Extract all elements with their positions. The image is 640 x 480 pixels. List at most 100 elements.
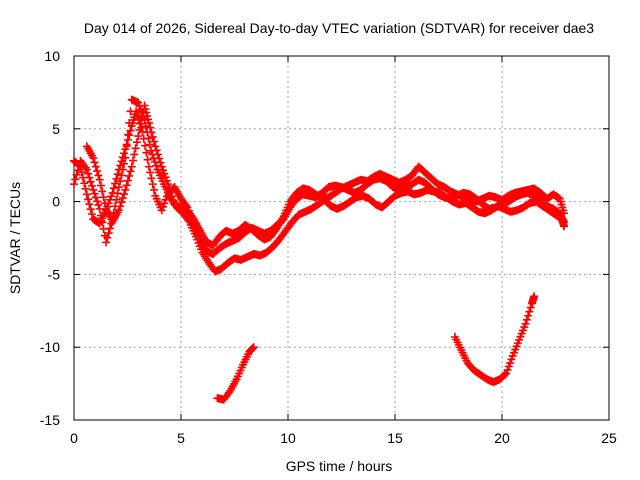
data-point <box>121 153 130 162</box>
y-tick-label: -10 <box>40 339 60 355</box>
data-point <box>114 206 123 215</box>
data-point <box>123 176 132 185</box>
data-point <box>168 192 177 201</box>
data-point <box>169 196 178 205</box>
data-point <box>148 132 157 141</box>
data-point <box>134 98 143 107</box>
data-point <box>144 134 153 143</box>
data-point <box>152 146 161 155</box>
data-point <box>520 323 529 332</box>
data-point <box>142 148 151 157</box>
data-point <box>521 319 530 328</box>
data-point <box>102 238 111 247</box>
data-point <box>96 211 105 220</box>
data-point <box>103 233 112 242</box>
data-point <box>93 167 102 176</box>
series-track-3 <box>82 101 569 250</box>
data-point <box>85 173 94 182</box>
data-point <box>146 168 155 177</box>
data-point <box>122 142 131 151</box>
data-point <box>516 332 525 341</box>
data-point <box>526 303 535 312</box>
x-tick-label: 0 <box>70 430 78 446</box>
data-point <box>98 187 107 196</box>
series-track-1 <box>70 107 569 259</box>
data-point <box>145 140 154 149</box>
data-point <box>95 175 104 184</box>
data-point <box>160 169 169 178</box>
data-point <box>94 201 103 210</box>
data-point <box>87 181 96 190</box>
data-point <box>503 365 512 374</box>
chart-title: Day 014 of 2026, Sidereal Day-to-day VTE… <box>84 20 594 36</box>
data-point <box>165 184 174 193</box>
data-point <box>126 107 135 116</box>
data-point <box>507 355 516 364</box>
data-point <box>157 162 166 171</box>
data-point <box>197 245 206 254</box>
data-point <box>144 162 153 171</box>
data-point <box>94 171 103 180</box>
data-point <box>114 183 123 192</box>
data-point <box>138 113 147 122</box>
data-point <box>125 118 134 127</box>
data-point <box>112 195 121 204</box>
data-point <box>107 192 116 201</box>
data-point <box>99 224 108 233</box>
data-point <box>82 190 91 199</box>
data-point <box>159 202 168 211</box>
data-point <box>100 199 109 208</box>
x-tick-label: 25 <box>601 430 617 446</box>
y-tick-label: 5 <box>52 121 60 137</box>
data-point <box>105 195 114 204</box>
data-point <box>117 171 126 180</box>
data-point <box>105 224 114 233</box>
data-point <box>162 176 171 185</box>
data-point <box>156 158 165 167</box>
data-point <box>152 161 161 170</box>
data-point <box>118 165 127 174</box>
x-tick-label: 5 <box>177 430 185 446</box>
data-point <box>143 155 152 164</box>
data-point <box>70 180 78 189</box>
data-point <box>84 169 93 178</box>
data-point <box>85 200 94 209</box>
data-point <box>500 370 509 379</box>
data-point <box>98 218 107 227</box>
data-point <box>195 242 204 251</box>
y-tick-label: -5 <box>48 266 61 282</box>
data-point <box>160 199 169 208</box>
data-point <box>560 222 569 231</box>
data-point <box>522 315 531 324</box>
x-tick-labels: 0 5 10 15 20 25 <box>70 430 617 446</box>
data-point <box>117 198 126 207</box>
data-point <box>512 342 521 351</box>
data-point <box>91 193 100 202</box>
data-point <box>249 343 258 352</box>
grid <box>74 56 609 420</box>
data-point <box>86 177 95 186</box>
data-point <box>157 206 166 215</box>
data-point <box>141 141 150 150</box>
data-point <box>87 210 96 219</box>
data-point <box>73 166 82 175</box>
data-point <box>144 118 153 127</box>
y-tick-label: -15 <box>40 412 60 428</box>
data-point <box>141 122 150 131</box>
data-point <box>90 158 99 167</box>
data-point <box>118 194 127 203</box>
data-point <box>524 311 533 320</box>
data-point <box>518 326 527 335</box>
data-point <box>509 348 518 357</box>
data-marks <box>70 95 569 404</box>
data-point <box>143 111 152 120</box>
data-point <box>517 329 526 338</box>
data-point <box>120 190 129 199</box>
data-point <box>147 174 156 183</box>
data-point <box>511 345 520 354</box>
data-point <box>126 167 135 176</box>
data-point <box>134 132 143 141</box>
data-point <box>248 344 257 353</box>
data-point <box>89 185 98 194</box>
